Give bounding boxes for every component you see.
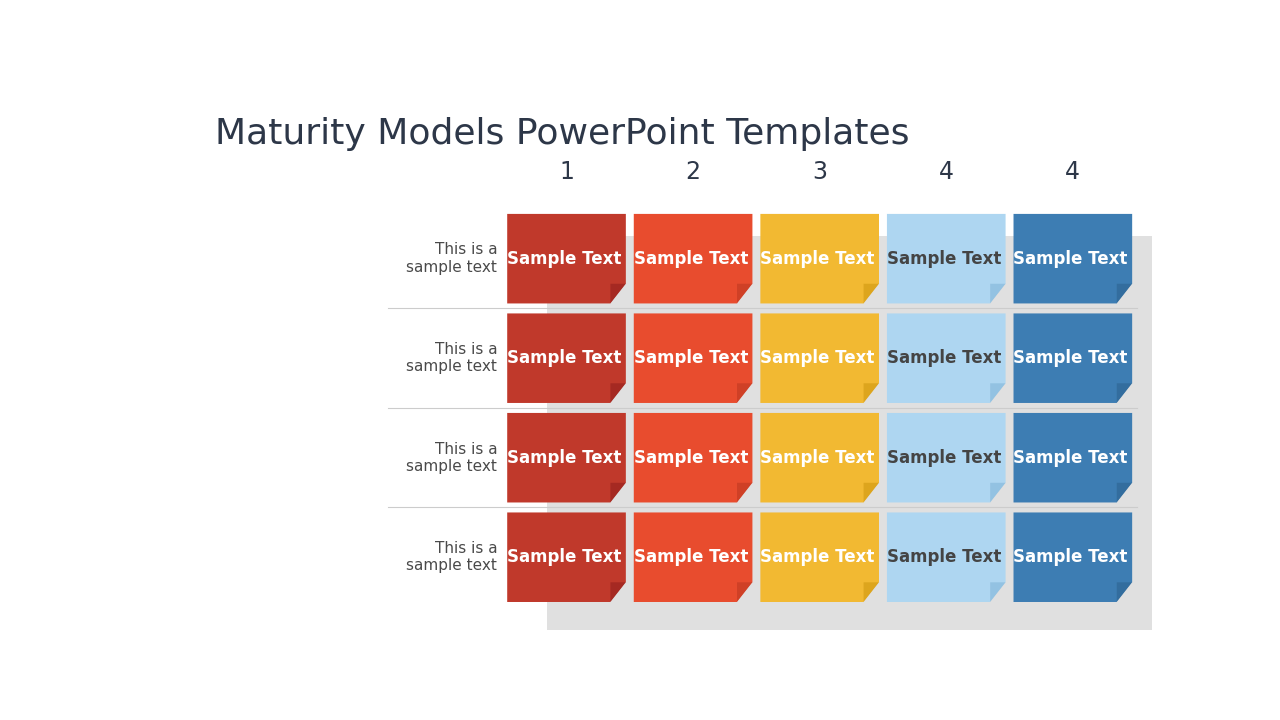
Polygon shape <box>737 383 753 403</box>
Text: Sample Text: Sample Text <box>507 250 621 268</box>
Polygon shape <box>737 284 753 303</box>
Polygon shape <box>737 483 753 503</box>
Text: Sample Text: Sample Text <box>760 548 874 566</box>
Polygon shape <box>611 383 626 403</box>
Polygon shape <box>1116 383 1132 403</box>
Text: Sample Text: Sample Text <box>1014 449 1128 467</box>
Polygon shape <box>864 582 879 602</box>
Polygon shape <box>1014 413 1132 503</box>
Polygon shape <box>864 284 879 303</box>
Polygon shape <box>991 284 1006 303</box>
Text: Sample Text: Sample Text <box>507 349 621 367</box>
Text: 2: 2 <box>686 161 700 184</box>
Text: This is a
sample text: This is a sample text <box>407 243 497 275</box>
Polygon shape <box>634 413 753 503</box>
Polygon shape <box>991 483 1006 503</box>
Text: This is a
sample text: This is a sample text <box>407 441 497 474</box>
Polygon shape <box>864 284 879 303</box>
Polygon shape <box>760 513 879 602</box>
Text: Sample Text: Sample Text <box>634 349 748 367</box>
Polygon shape <box>611 483 626 503</box>
Text: Sample Text: Sample Text <box>760 449 874 467</box>
Text: 4: 4 <box>938 161 954 184</box>
Text: Sample Text: Sample Text <box>507 548 621 566</box>
Polygon shape <box>737 284 753 303</box>
Polygon shape <box>634 313 753 403</box>
Text: 1: 1 <box>559 161 573 184</box>
Text: Sample Text: Sample Text <box>760 349 874 367</box>
Polygon shape <box>991 582 1006 602</box>
Polygon shape <box>1014 214 1132 303</box>
Polygon shape <box>1116 582 1132 602</box>
Polygon shape <box>611 582 626 602</box>
Polygon shape <box>507 214 626 303</box>
Polygon shape <box>887 313 1006 403</box>
Polygon shape <box>1116 582 1132 602</box>
Polygon shape <box>864 483 879 503</box>
Text: Sample Text: Sample Text <box>887 349 1001 367</box>
Text: This is a
sample text: This is a sample text <box>407 541 497 573</box>
Text: Maturity Models PowerPoint Templates: Maturity Models PowerPoint Templates <box>215 117 909 151</box>
Polygon shape <box>507 413 626 503</box>
Polygon shape <box>1014 513 1132 602</box>
Polygon shape <box>1116 483 1132 503</box>
Polygon shape <box>864 383 879 403</box>
Polygon shape <box>760 313 879 403</box>
Text: This is a
sample text: This is a sample text <box>407 342 497 374</box>
Polygon shape <box>864 483 879 503</box>
Polygon shape <box>1116 284 1132 303</box>
Polygon shape <box>1116 284 1132 303</box>
Polygon shape <box>991 582 1006 602</box>
Text: Sample Text: Sample Text <box>1014 250 1128 268</box>
Text: 4: 4 <box>1065 161 1080 184</box>
Polygon shape <box>991 483 1006 503</box>
Polygon shape <box>991 284 1006 303</box>
Polygon shape <box>760 413 879 503</box>
Polygon shape <box>611 284 626 303</box>
Polygon shape <box>634 513 753 602</box>
Polygon shape <box>507 513 626 602</box>
Polygon shape <box>864 582 879 602</box>
Polygon shape <box>634 214 753 303</box>
Text: Sample Text: Sample Text <box>1014 349 1128 367</box>
Polygon shape <box>611 483 626 503</box>
Polygon shape <box>760 214 879 303</box>
Polygon shape <box>1116 483 1132 503</box>
Polygon shape <box>1014 313 1132 403</box>
Polygon shape <box>991 383 1006 403</box>
Polygon shape <box>611 383 626 403</box>
Text: Sample Text: Sample Text <box>887 250 1001 268</box>
Text: Sample Text: Sample Text <box>507 449 621 467</box>
Polygon shape <box>864 383 879 403</box>
Polygon shape <box>737 582 753 602</box>
Text: Sample Text: Sample Text <box>887 548 1001 566</box>
Polygon shape <box>991 383 1006 403</box>
Polygon shape <box>547 236 1181 630</box>
Text: Sample Text: Sample Text <box>634 250 748 268</box>
Text: Sample Text: Sample Text <box>634 548 748 566</box>
Polygon shape <box>887 413 1006 503</box>
Polygon shape <box>611 582 626 602</box>
Polygon shape <box>611 284 626 303</box>
Polygon shape <box>737 483 753 503</box>
Polygon shape <box>737 582 753 602</box>
Text: 3: 3 <box>813 161 827 184</box>
Text: Sample Text: Sample Text <box>634 449 748 467</box>
Polygon shape <box>887 214 1006 303</box>
Text: Sample Text: Sample Text <box>760 250 874 268</box>
Polygon shape <box>1116 383 1132 403</box>
Text: Sample Text: Sample Text <box>887 449 1001 467</box>
Polygon shape <box>737 383 753 403</box>
Text: Sample Text: Sample Text <box>1014 548 1128 566</box>
Polygon shape <box>507 313 626 403</box>
Polygon shape <box>887 513 1006 602</box>
